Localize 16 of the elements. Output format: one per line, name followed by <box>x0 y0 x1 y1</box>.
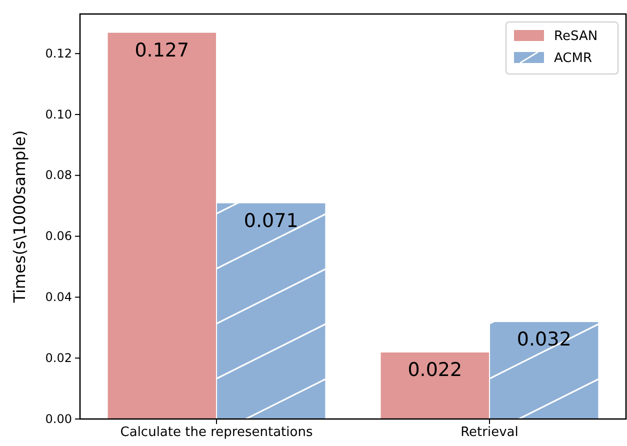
y-tick-label: 0.12 <box>45 46 72 60</box>
y-tick-label: 0.00 <box>45 412 72 426</box>
x-tick-label: Retrieval <box>460 425 518 440</box>
legend-label: ACMR <box>554 51 592 66</box>
x-tick-label: Calculate the representations <box>120 425 313 440</box>
y-tick-label: 0.08 <box>45 168 72 182</box>
y-tick-label: 0.04 <box>45 290 72 304</box>
data-label: 0.022 <box>408 359 462 382</box>
data-label: 0.071 <box>244 210 298 232</box>
y-tick-label: 0.10 <box>45 107 72 122</box>
y-tick-label: 0.06 <box>45 229 72 244</box>
data-label: 0.127 <box>134 39 190 62</box>
y-axis-title: Times(s\1000sample) <box>10 130 29 304</box>
y-tick-label: 0.02 <box>45 350 72 365</box>
legend-label: ReSAN <box>554 29 598 44</box>
data-label: 0.032 <box>516 328 572 351</box>
